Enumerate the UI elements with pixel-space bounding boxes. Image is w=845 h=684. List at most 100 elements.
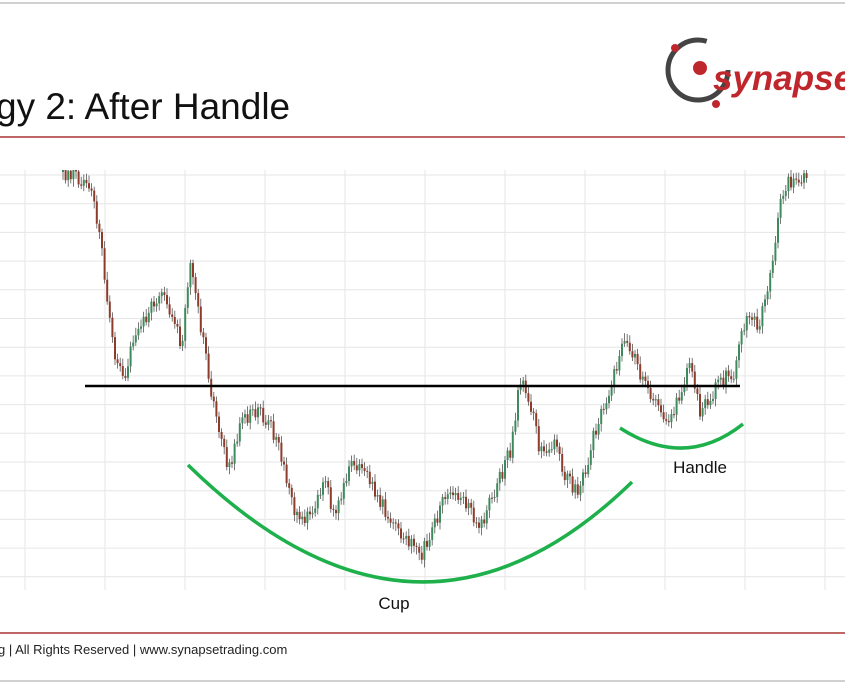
- candle-body: [782, 195, 785, 199]
- candle-body: [475, 522, 478, 524]
- candle-body: [225, 447, 228, 468]
- candle-body: [275, 437, 278, 440]
- candle-body: [488, 497, 491, 511]
- candle-body: [579, 485, 582, 495]
- candle-body: [519, 384, 522, 391]
- candle-body: [592, 430, 595, 451]
- candle-body: [132, 342, 135, 347]
- candle-body: [366, 470, 369, 472]
- candle-body: [358, 464, 361, 471]
- candle-body: [77, 171, 80, 185]
- candle-body: [790, 176, 792, 188]
- candle-body: [615, 369, 618, 371]
- candle-body: [506, 450, 509, 461]
- candle-body: [454, 492, 457, 496]
- candle-body: [595, 430, 597, 435]
- candle-body: [465, 496, 467, 509]
- candle-body: [574, 484, 577, 493]
- candle-body: [407, 535, 410, 547]
- candle-body: [761, 306, 764, 327]
- candle-body: [127, 366, 129, 378]
- candle-body: [501, 471, 504, 479]
- candle-body: [628, 342, 631, 352]
- candle-body: [732, 378, 735, 380]
- candle-body: [270, 420, 272, 422]
- candle-body: [740, 331, 743, 345]
- candle-body: [423, 541, 426, 560]
- candle-body: [522, 380, 525, 385]
- candle-body: [462, 496, 465, 498]
- candle-body: [244, 414, 246, 418]
- candle-body: [441, 497, 444, 506]
- candle-body: [680, 392, 683, 401]
- candle-body: [537, 426, 540, 452]
- candle-body: [95, 201, 98, 224]
- candle-body: [179, 326, 181, 346]
- candle-body: [582, 472, 584, 486]
- candle-body: [774, 242, 777, 261]
- candle-body: [67, 170, 70, 181]
- candle-body: [171, 314, 174, 317]
- candle-body: [140, 326, 142, 329]
- candle-body: [717, 379, 720, 383]
- candle-body: [392, 522, 395, 524]
- candle-body: [368, 471, 371, 485]
- candle-body: [374, 481, 376, 497]
- candle-body: [236, 441, 239, 444]
- candle-body: [296, 511, 298, 516]
- candle-body: [660, 405, 662, 413]
- candle-body: [337, 500, 340, 514]
- candle-body: [389, 518, 392, 523]
- candle-body: [420, 552, 423, 560]
- candle-body: [784, 191, 787, 196]
- candle-body: [618, 355, 621, 371]
- candle-body: [472, 507, 475, 523]
- logo-dot: [693, 61, 707, 75]
- candle-body: [192, 263, 194, 278]
- candle-body: [319, 494, 322, 496]
- candle-body: [160, 292, 163, 297]
- candle-body: [202, 332, 205, 338]
- candle-body: [134, 335, 137, 343]
- candle-body: [402, 538, 405, 540]
- candle-body: [569, 473, 571, 477]
- candle-body: [332, 508, 335, 510]
- logo-dot: [712, 100, 720, 108]
- handle-arc: [619, 422, 745, 450]
- candle-body: [137, 328, 140, 336]
- candle-body: [498, 471, 501, 484]
- candle-body: [686, 367, 688, 385]
- logo-ring: [665, 37, 731, 103]
- candle-body: [753, 316, 756, 320]
- candle-body: [173, 316, 176, 324]
- candle-body: [90, 188, 93, 191]
- candle-body: [769, 272, 772, 292]
- candle-body: [231, 462, 233, 464]
- candle-body: [163, 292, 166, 296]
- candle-body: [457, 492, 460, 500]
- candle-body: [543, 446, 545, 452]
- candle-body: [62, 170, 64, 172]
- candle-body: [428, 539, 431, 547]
- candle-body: [155, 303, 158, 307]
- candle-body: [249, 409, 252, 423]
- candle-body: [436, 518, 439, 523]
- candle-body: [688, 363, 691, 368]
- candle-body: [293, 497, 296, 516]
- candle-body: [355, 465, 358, 471]
- candle-body: [756, 316, 759, 330]
- candle-body: [259, 407, 262, 409]
- candle-body: [246, 414, 249, 423]
- candle-body: [199, 306, 202, 333]
- candle-body: [340, 498, 343, 501]
- candle-body: [431, 527, 434, 540]
- candle-body: [129, 346, 132, 367]
- candle-body: [353, 460, 356, 466]
- candle-body: [342, 483, 345, 499]
- candle-body: [452, 492, 454, 496]
- candle-body: [116, 359, 119, 364]
- candle-body: [563, 471, 566, 481]
- candle-body: [350, 460, 353, 467]
- handle-label: Handle: [673, 458, 727, 477]
